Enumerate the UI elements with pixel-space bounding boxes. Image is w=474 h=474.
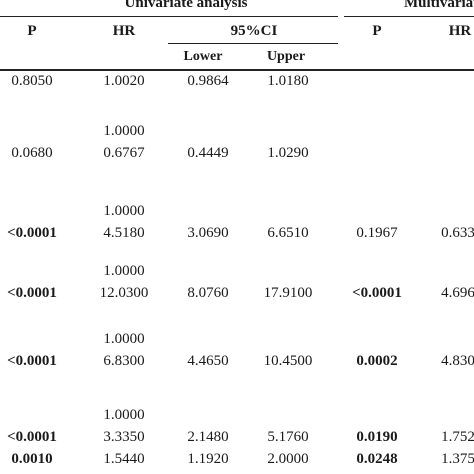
cell-hr-multivariate: 4.696	[441, 285, 474, 301]
cell-lower: 2.1480	[187, 429, 229, 445]
header-hr-multivariate: HR	[448, 23, 472, 39]
multivariate-group-header: Multivariate	[404, 0, 474, 11]
header-bottom-rule	[0, 69, 474, 71]
header-p-multivariate: P	[372, 23, 382, 39]
cell-hr: 12.0300	[99, 285, 149, 301]
header-p: P	[27, 23, 37, 39]
group-underline-univariate	[0, 16, 338, 17]
cell-hr: 1.0020	[103, 73, 145, 89]
cell-hr-reference: 1.0000	[103, 263, 145, 279]
cell-p-multivariate: 0.1967	[356, 225, 398, 241]
group-underline-multivariate	[344, 16, 474, 17]
cell-upper: 2.0000	[267, 451, 309, 467]
header-lower: Lower	[183, 49, 223, 64]
cell-lower: 0.4449	[187, 145, 229, 161]
header-95ci: 95%CI	[230, 23, 278, 39]
cell-upper: 17.9100	[263, 285, 313, 301]
cell-p: <0.0001	[7, 353, 57, 369]
cell-p: <0.0001	[7, 429, 57, 445]
cell-hr: 6.8300	[103, 353, 145, 369]
cell-upper: 1.0180	[267, 73, 309, 89]
cell-hr-multivariate: 1.752	[441, 429, 474, 445]
cell-hr-multivariate: 0.633	[441, 225, 474, 241]
cell-p-multivariate: 0.0190	[356, 429, 398, 445]
cell-p: <0.0001	[7, 225, 57, 241]
cell-lower: 4.4650	[187, 353, 229, 369]
header-hr: HR	[112, 23, 136, 39]
cell-hr-multivariate: 4.830	[441, 353, 474, 369]
cell-hr: 4.5180	[103, 225, 145, 241]
cell-hr-reference: 1.0000	[103, 331, 145, 347]
cell-hr-reference: 1.0000	[103, 123, 145, 139]
cell-p: 0.8050	[11, 73, 53, 89]
cell-lower: 0.9864	[187, 73, 229, 89]
header-upper: Upper	[266, 49, 306, 64]
cell-upper: 6.6510	[267, 225, 309, 241]
cell-hr: 0.6767	[103, 145, 145, 161]
cell-p: <0.0001	[7, 285, 57, 301]
cell-upper: 10.4500	[263, 353, 313, 369]
cell-hr-reference: 1.0000	[103, 407, 145, 423]
cell-upper: 5.1760	[267, 429, 309, 445]
cell-upper: 1.0290	[267, 145, 309, 161]
cell-lower: 8.0760	[187, 285, 229, 301]
cell-hr: 1.5440	[103, 451, 145, 467]
cell-lower: 3.0690	[187, 225, 229, 241]
ci-underline	[168, 43, 338, 44]
cell-p-multivariate: 0.0002	[356, 353, 398, 369]
cell-p: 0.0010	[11, 451, 53, 467]
cell-p-multivariate: <0.0001	[352, 285, 402, 301]
cell-lower: 1.1920	[187, 451, 229, 467]
cell-p-multivariate: 0.0248	[356, 451, 398, 467]
cell-hr: 3.3350	[103, 429, 145, 445]
cell-hr-reference: 1.0000	[103, 203, 145, 219]
cell-p: 0.0680	[11, 145, 53, 161]
cell-hr-multivariate: 1.375	[441, 451, 474, 467]
univariate-group-header: Univariate analysis	[124, 0, 248, 11]
